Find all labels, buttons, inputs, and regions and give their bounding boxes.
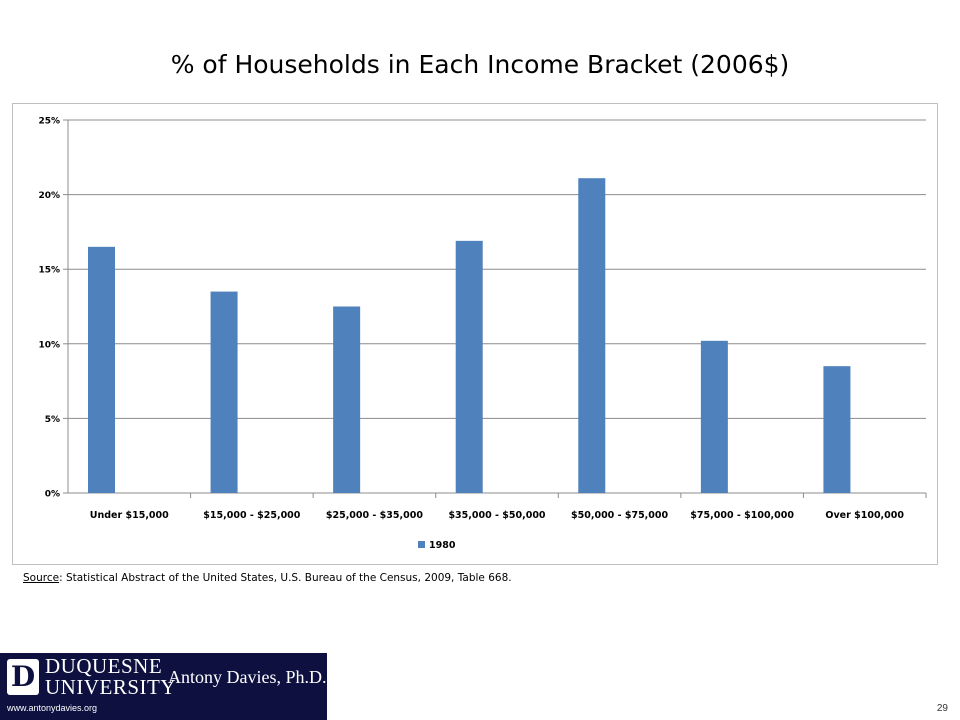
y-tick-label: 15% [38, 266, 60, 276]
bar [823, 366, 851, 493]
y-tick-label: 0% [45, 490, 60, 500]
source-text: : Statistical Abstract of the United Sta… [59, 572, 512, 584]
source-note: Source: Statistical Abstract of the Unit… [23, 572, 512, 584]
chart-frame: 0% 5% 10% 15% 20% 25% Under $15,000 $15,000 - $… [12, 103, 938, 565]
y-tick-label: 10% [38, 340, 60, 350]
bar [88, 246, 115, 493]
author-name: Antony Davies, Ph.D. [168, 667, 327, 687]
bar [578, 178, 606, 494]
x-tick-label: Over $100,000 [825, 510, 904, 521]
x-tick-label: $25,000 - $35,000 [326, 510, 423, 521]
legend-swatch [418, 541, 425, 548]
y-tick-label: 20% [38, 191, 60, 201]
website-url[interactable]: www.antonydavies.org [7, 703, 98, 713]
university-line-2: UNIVERSITY [45, 675, 176, 699]
x-tick-label: $75,000 - $100,000 [690, 510, 794, 521]
footer-logo-banner: D DUQUESNE UNIVERSITY Antony Davies, Ph.… [0, 653, 327, 720]
bar [700, 340, 728, 493]
bar-chart: 0% 5% 10% 15% 20% 25% Under $15,000 $15,000 - $… [38, 117, 927, 551]
university-seal-icon: D [7, 659, 39, 695]
university-name: DUQUESNE UNIVERSITY [45, 656, 176, 698]
y-tick-label: 25% [38, 117, 60, 127]
x-tick-label: $50,000 - $75,000 [571, 510, 668, 521]
source-label[interactable]: Source [23, 572, 60, 584]
bar [210, 291, 238, 493]
page-number: 29 [936, 703, 948, 714]
university-line-1: DUQUESNE [45, 654, 163, 678]
x-tick-label: $35,000 - $50,000 [448, 510, 545, 521]
legend-label: 1980 [429, 540, 456, 551]
y-tick-label: 5% [45, 415, 60, 425]
x-tick-label: Under $15,000 [90, 510, 169, 521]
bar [333, 306, 361, 493]
x-tick-label: $15,000 - $25,000 [203, 510, 300, 521]
logo-letter: D [10, 660, 36, 693]
bar [455, 240, 483, 493]
slide-title: % of Households in Each Income Bracket (… [170, 50, 790, 79]
